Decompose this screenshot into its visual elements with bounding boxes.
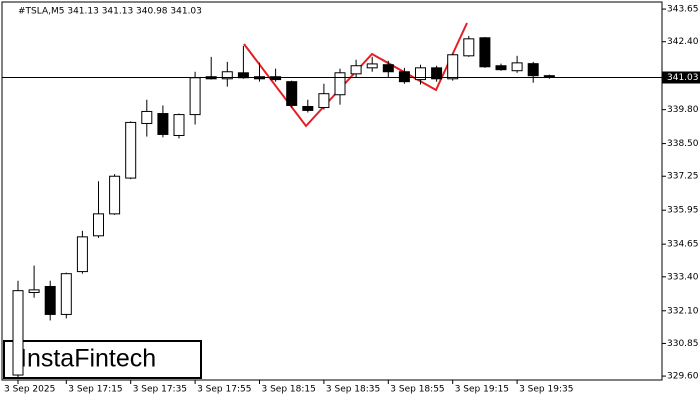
y-tick-label: 343.65 bbox=[667, 5, 699, 15]
current-price-box bbox=[662, 71, 700, 84]
x-tick-label: 3 Sep 18:15 bbox=[262, 385, 316, 395]
candle-body bbox=[93, 213, 104, 237]
candle-body bbox=[431, 67, 443, 80]
candle-body bbox=[125, 121, 137, 179]
candle-body bbox=[44, 285, 56, 315]
candle-body bbox=[511, 62, 523, 72]
x-tick-label: 3 Sep 19:35 bbox=[519, 385, 573, 395]
y-tick-label: 334.65 bbox=[667, 240, 699, 250]
y-tick-label: 338.50 bbox=[667, 139, 699, 149]
candle-body bbox=[173, 114, 185, 136]
logo: InstaFintech bbox=[20, 345, 156, 373]
candle-body bbox=[334, 72, 346, 96]
candle-body bbox=[12, 290, 24, 376]
x-tick-label: 3 Sep 19:15 bbox=[455, 385, 509, 395]
candle-body bbox=[28, 289, 40, 293]
y-tick-label: 329.60 bbox=[667, 372, 699, 382]
pattern-outline bbox=[243, 22, 468, 128]
x-tick-label: 3 Sep 17:55 bbox=[197, 385, 251, 395]
candle-body bbox=[463, 38, 475, 57]
candle-body bbox=[447, 54, 459, 80]
candle-body bbox=[318, 93, 330, 109]
candle-body bbox=[270, 76, 282, 81]
x-tick-label: 3 Sep 18:55 bbox=[390, 385, 444, 395]
current-price-label: 341.03 bbox=[667, 73, 699, 83]
candle-body bbox=[495, 65, 507, 71]
y-tick-label: 332.10 bbox=[667, 306, 699, 316]
candle-body bbox=[527, 63, 539, 77]
candle-body bbox=[221, 71, 233, 80]
candle-body bbox=[415, 67, 426, 81]
candle-body bbox=[109, 175, 121, 215]
y-tick-label: 342.40 bbox=[667, 37, 699, 47]
candle-body bbox=[76, 236, 88, 273]
y-tick-label: 339.80 bbox=[667, 105, 699, 115]
candle-body bbox=[302, 105, 314, 111]
y-tick-label: 333.40 bbox=[667, 272, 699, 282]
x-tick-label: 3 Sep 2025 bbox=[4, 385, 55, 395]
y-tick-label: 330.85 bbox=[667, 339, 699, 349]
candle-body bbox=[479, 37, 491, 68]
candle-body bbox=[189, 77, 201, 116]
x-tick-label: 3 Sep 17:15 bbox=[68, 385, 122, 395]
candle-body bbox=[382, 64, 394, 73]
candle-body bbox=[157, 113, 169, 135]
candle-body bbox=[286, 81, 298, 106]
candle-body bbox=[60, 273, 72, 315]
y-tick-label: 335.95 bbox=[667, 206, 699, 216]
logo-box bbox=[3, 340, 202, 379]
candle-body bbox=[366, 63, 378, 69]
candle-body bbox=[350, 65, 362, 75]
candle-body bbox=[141, 110, 153, 124]
x-tick-label: 3 Sep 17:35 bbox=[133, 385, 187, 395]
x-tick-label: 3 Sep 18:35 bbox=[326, 385, 380, 395]
candle-body bbox=[398, 71, 410, 83]
plot-frame bbox=[1, 1, 663, 381]
chart-title: #TSLA,M5 341.13 341.13 340.98 341.03 bbox=[18, 7, 202, 17]
y-tick-label: 337.25 bbox=[667, 172, 699, 182]
